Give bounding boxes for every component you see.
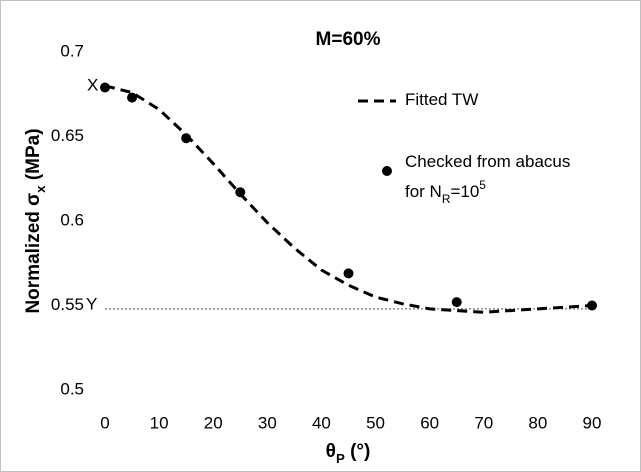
annotation: X <box>87 75 98 94</box>
text-part: Checked from abacus <box>405 152 570 171</box>
text-part: 5 <box>479 178 486 192</box>
text-part: for N <box>405 182 442 201</box>
x-tick-label: 40 <box>312 413 331 432</box>
chart-title: M=60% <box>316 29 381 50</box>
x-tick-label: 50 <box>366 413 385 432</box>
legend-label: Fitted TW <box>405 90 478 109</box>
x-tick-label: 10 <box>150 413 169 432</box>
text-part: =10 <box>450 182 479 201</box>
text-part: Normalized σ <box>23 193 44 314</box>
text-part: P <box>336 451 345 466</box>
y-tick-label: 0.5 <box>60 379 84 398</box>
x-tick-label: 30 <box>258 413 277 432</box>
legend-label: for NR=105 <box>405 178 486 206</box>
data-point <box>235 187 246 198</box>
x-tick-label: 90 <box>583 413 602 432</box>
text-part: x <box>33 185 48 193</box>
data-point <box>181 133 192 144</box>
reference-label: Y <box>86 294 97 313</box>
x-tick-label: 70 <box>474 413 493 432</box>
legend-swatch <box>382 166 392 176</box>
text-part: R <box>442 192 451 206</box>
text-part: (MPa) <box>23 128 44 185</box>
y-axis-label: Normalized σx (MPa) <box>23 128 48 313</box>
y-tick-label: 0.55 <box>51 295 84 314</box>
text-part: (°) <box>345 441 371 462</box>
x-tick-label: 80 <box>528 413 547 432</box>
legend-label: Checked from abacus <box>405 152 570 171</box>
data-point <box>587 300 597 311</box>
data-point <box>451 297 462 308</box>
y-tick-label: 0.7 <box>60 41 84 60</box>
x-axis-label: θP (°) <box>326 441 371 466</box>
text-part: Fitted TW <box>405 90 478 109</box>
x-tick-label: 0 <box>100 413 109 432</box>
data-point <box>100 82 110 93</box>
x-tick-label: 60 <box>420 413 439 432</box>
x-tick-label: 20 <box>204 413 223 432</box>
data-point <box>343 268 354 279</box>
y-tick-label: 0.6 <box>60 210 84 229</box>
text-part: θ <box>326 441 336 462</box>
data-point <box>127 92 138 103</box>
y-tick-label: 0.65 <box>51 126 84 145</box>
